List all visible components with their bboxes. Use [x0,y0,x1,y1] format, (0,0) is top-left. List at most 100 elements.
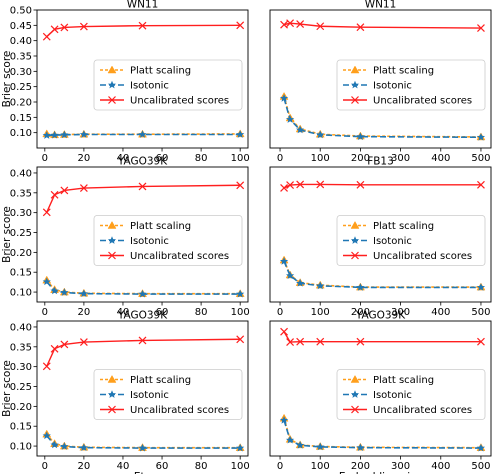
legend-label: Isotonic [130,236,169,247]
data-point [286,338,295,346]
panel-2: WN11 0 100 200 300 400 500 Platt scaling Isotoni… [269,0,492,164]
y-tick-label: 0.15 [10,422,32,433]
legend-item: Uncalibrated scores [343,251,472,262]
legend-item: Isotonic [343,236,412,247]
x-tick-label: 300 [391,153,410,164]
legend-label: Platt scaling [130,66,191,77]
series-line [46,133,241,137]
y-tick-label: 0.25 [10,382,32,393]
data-point [50,286,59,295]
data-point [79,184,88,192]
series-line [283,98,481,139]
panel-title: YAGO39K [117,310,168,322]
series-uncalibrated [42,335,245,371]
x-tick-label: 20 [78,153,91,164]
x-tick-label: 80 [195,153,208,164]
y-tick-label: 0.35 [10,52,32,63]
legend-marker [350,220,360,229]
data-point [236,335,245,344]
legend-item: Isotonic [100,81,169,92]
plot-frame [269,320,492,457]
legend-item: Uncalibrated scores [100,96,229,107]
legend-marker [108,251,116,260]
y-tick-label: 0.15 [10,113,32,124]
legend: Platt scaling Isotonic Uncalibrated scores [336,215,486,266]
legend-label: Isotonic [373,236,412,247]
data-point [60,340,69,349]
legend-label: Platt scaling [130,221,191,232]
legend-label: Platt scaling [373,375,434,386]
x-tick-label: 0 [277,461,283,472]
legend-marker [351,96,359,104]
plot-frame [269,9,492,149]
series-isotonic [279,416,486,452]
series-isotonic [42,130,245,139]
series-line [283,183,481,189]
legend-item: Isotonic [343,81,412,92]
legend-box [93,59,243,111]
x-tick-label: 60 [156,307,169,318]
x-tick-label: 300 [391,461,410,472]
data-point [236,181,245,190]
data-point [60,23,69,32]
series-line [46,435,241,449]
legend-label: Platt scaling [130,375,191,386]
data-point [50,190,59,199]
legend-item: Platt scaling [100,374,191,386]
x-tick-label: 0 [42,461,48,472]
series-line [283,331,481,343]
x-tick-label: 60 [156,153,169,164]
x-tick-label: 40 [117,461,130,472]
data-point [280,20,288,29]
legend-item: Uncalibrated scores [100,405,229,416]
legend-item: Platt scaling [343,374,434,386]
legend-item: Platt scaling [100,65,191,77]
legend-box [336,369,486,420]
panel-title: WN11 [365,0,397,11]
x-tick-label: 0 [277,307,283,318]
x-tick-label: 60 [156,461,169,472]
series-isotonic [279,94,486,141]
y-tick-label: 0.20 [10,248,32,259]
x-tick-label: 0 [277,153,283,164]
data-point [50,440,59,449]
y-axis-label: Brier score [1,51,13,108]
data-point [286,181,295,190]
panel-6: YAGO39K 0 100 200 300 400 500 Embedding size Pla… [269,310,492,474]
x-tick-label: 200 [351,461,370,472]
legend-label: Isotonic [373,390,412,401]
data-point [236,21,245,30]
panel-title: YAGO39K [117,156,168,168]
legend-item: Uncalibrated scores [343,405,472,416]
data-point [138,336,147,345]
x-tick-label: 400 [431,307,450,318]
data-point [279,257,289,265]
legend-label: Uncalibrated scores [130,96,229,107]
y-tick-label: 0.20 [10,98,32,109]
legend-item: Uncalibrated scores [100,251,229,262]
legend: Platt scaling Isotonic Uncalibrated scores [93,215,243,266]
legend-marker [107,220,117,229]
y-axis-label: Brier score [1,360,13,417]
legend: Platt scaling Isotonic Uncalibrated scores [336,369,486,420]
x-tick-label: 0 [42,307,48,318]
data-point [138,182,147,191]
legend-label: Isotonic [130,390,169,401]
data-point [50,25,59,34]
data-point [477,337,485,346]
legend-box [336,215,486,266]
legend-label: Platt scaling [373,221,434,232]
data-point [356,23,365,32]
series-line [46,281,241,295]
y-tick-label: 0.30 [10,67,32,78]
legend-label: Uncalibrated scores [373,96,472,107]
y-tick-label: 0.10 [10,442,32,453]
legend-label: Isotonic [130,81,169,92]
legend-item: Isotonic [100,390,169,401]
series-isotonic [279,257,486,291]
x-axis-label: Embedding size [339,471,422,474]
data-point [316,22,325,31]
plot-frame [36,320,249,457]
legend-box [93,215,243,266]
